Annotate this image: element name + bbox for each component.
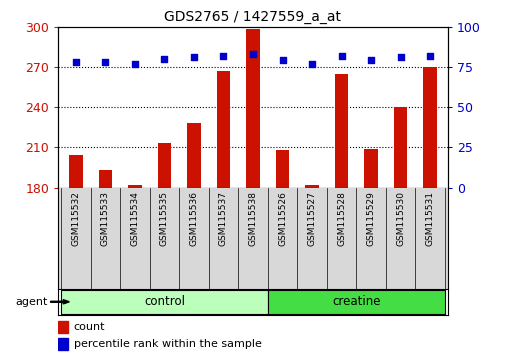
Text: GSM115531: GSM115531	[425, 191, 434, 246]
Bar	[58, 338, 67, 350]
Text: GSM115533: GSM115533	[100, 191, 110, 246]
Text: GSM115537: GSM115537	[219, 191, 228, 246]
Point	[219, 53, 227, 58]
Text: GSM115530: GSM115530	[395, 191, 405, 246]
Bar	[246, 29, 259, 188]
Bar	[128, 185, 141, 188]
Text: GSM115535: GSM115535	[160, 191, 169, 246]
Bar	[364, 149, 377, 188]
Point	[337, 53, 345, 58]
Point	[160, 56, 168, 62]
Text: GSM115529: GSM115529	[366, 191, 375, 246]
Text: GSM115536: GSM115536	[189, 191, 198, 246]
Text: GSM115532: GSM115532	[71, 191, 80, 246]
Bar	[334, 74, 347, 188]
Bar	[217, 71, 230, 188]
Point	[396, 54, 404, 60]
Bar	[275, 150, 288, 188]
Bar	[305, 185, 318, 188]
Text: GSM115526: GSM115526	[277, 191, 286, 246]
Point	[72, 59, 80, 65]
Point	[101, 59, 109, 65]
Text: agent: agent	[16, 297, 48, 307]
Text: GSM115534: GSM115534	[130, 191, 139, 246]
Point	[278, 58, 286, 63]
Text: GSM115527: GSM115527	[307, 191, 316, 246]
Point	[308, 61, 316, 67]
Text: GSM115528: GSM115528	[336, 191, 345, 246]
Bar	[69, 155, 82, 188]
Bar	[158, 143, 171, 188]
Point	[189, 54, 197, 60]
Point	[366, 58, 374, 63]
Bar	[187, 123, 200, 188]
Text: creatine: creatine	[331, 295, 380, 308]
Bar	[423, 67, 436, 188]
Bar	[58, 321, 67, 333]
Bar	[61, 290, 267, 314]
Text: control: control	[143, 295, 185, 308]
Bar	[98, 170, 112, 188]
Text: GSM115538: GSM115538	[248, 191, 257, 246]
Point	[425, 53, 433, 58]
Point	[131, 61, 139, 67]
Text: count: count	[74, 322, 105, 332]
Bar	[267, 290, 444, 314]
Point	[248, 51, 257, 57]
Bar	[393, 107, 407, 188]
Title: GDS2765 / 1427559_a_at: GDS2765 / 1427559_a_at	[164, 10, 341, 24]
Text: percentile rank within the sample: percentile rank within the sample	[74, 339, 261, 349]
